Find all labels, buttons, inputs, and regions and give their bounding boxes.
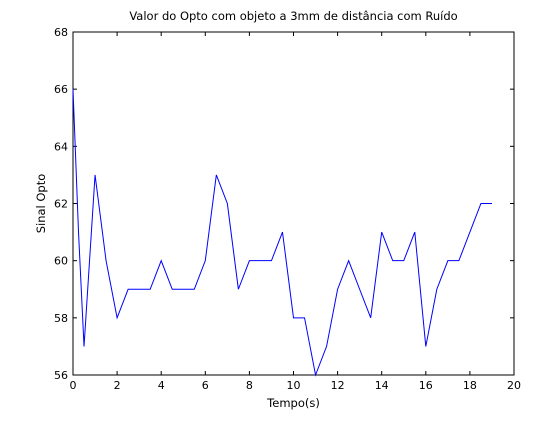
y-tick-label: 58 bbox=[54, 312, 68, 325]
y-tick-label: 66 bbox=[54, 83, 68, 96]
x-tick-label: 18 bbox=[463, 379, 477, 392]
y-tick-label: 56 bbox=[54, 369, 68, 382]
y-axis-label: Sinal Opto bbox=[34, 174, 48, 234]
x-axis-label: Tempo(s) bbox=[266, 396, 320, 410]
x-tick-label: 20 bbox=[507, 379, 521, 392]
series-line bbox=[72, 89, 492, 377]
x-tick-label: 6 bbox=[202, 379, 209, 392]
series-layer bbox=[72, 89, 492, 377]
y-tick-label: 68 bbox=[54, 26, 68, 39]
x-tick-label: 12 bbox=[331, 379, 345, 392]
axis-ticks bbox=[72, 31, 515, 376]
x-tick-label: 0 bbox=[70, 379, 77, 392]
x-tick-label: 2 bbox=[114, 379, 121, 392]
x-tick-label: 8 bbox=[246, 379, 253, 392]
x-tick-label: 14 bbox=[375, 379, 389, 392]
x-tick-label: 4 bbox=[158, 379, 165, 392]
y-tick-label: 64 bbox=[54, 140, 68, 153]
x-tick-label: 10 bbox=[287, 379, 301, 392]
chart-title: Valor do Opto com objeto a 3mm de distân… bbox=[129, 9, 457, 23]
y-tick-label: 62 bbox=[54, 198, 68, 211]
plot-area bbox=[72, 31, 515, 376]
y-tick-label: 60 bbox=[54, 255, 68, 268]
x-tick-label: 16 bbox=[419, 379, 433, 392]
